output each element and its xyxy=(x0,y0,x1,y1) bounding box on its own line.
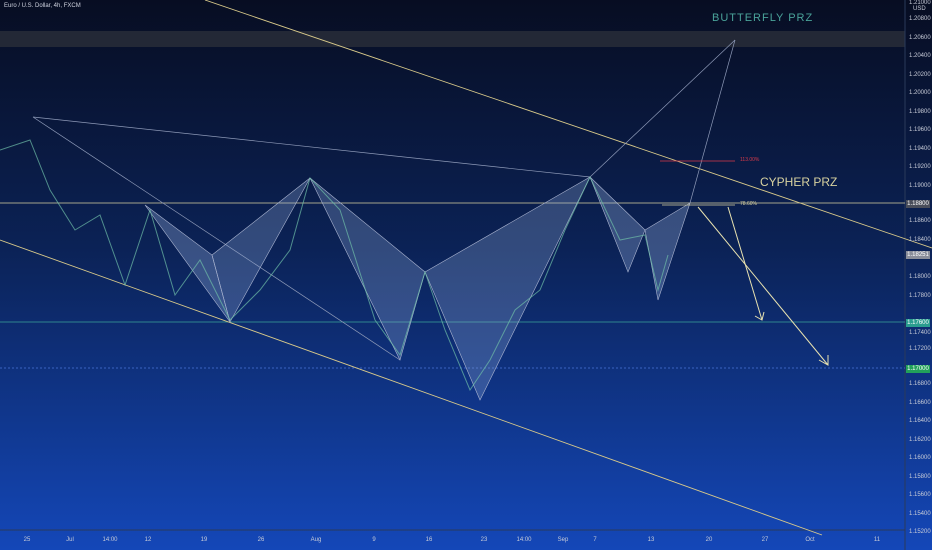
time-label: 26 xyxy=(257,537,265,543)
time-label: 20 xyxy=(705,537,713,543)
pattern xyxy=(211,177,311,323)
time-label: 14:00 xyxy=(102,537,118,543)
time-label: 23 xyxy=(480,537,488,543)
annotation: BUTTERFLY PRZ xyxy=(712,12,814,24)
price-label: 1.19600 xyxy=(909,127,931,133)
price-label: 1.16800 xyxy=(909,381,931,387)
fib-label: 113.00% xyxy=(740,157,760,163)
price-label: 1.15200 xyxy=(909,529,931,535)
price-label: 1.17200 xyxy=(909,346,931,352)
price-label: 1.15600 xyxy=(909,492,931,498)
trend-line xyxy=(0,239,823,536)
arrow-head xyxy=(818,355,829,366)
zone xyxy=(0,31,905,47)
time-label: Aug xyxy=(310,537,322,543)
pattern-line xyxy=(32,116,591,178)
currency: USD xyxy=(913,6,926,12)
price-label: 1.17800 xyxy=(909,293,931,299)
arrow-head xyxy=(754,311,765,321)
price-label: 1.19800 xyxy=(909,109,931,115)
price-label: 1.20800 xyxy=(909,16,931,22)
price-label: 1.15400 xyxy=(909,511,931,517)
arrow xyxy=(727,206,763,321)
price-label: 1.16600 xyxy=(909,400,931,406)
price-label: 1.19200 xyxy=(909,164,931,170)
time-label: Oct xyxy=(805,537,815,543)
price-label: 1.21000 xyxy=(909,0,931,6)
pattern xyxy=(644,202,691,301)
pattern xyxy=(424,176,591,401)
annotation: CYPHER PRZ xyxy=(760,175,838,189)
price-tag: 1.18251 xyxy=(906,251,930,259)
time-label: 14:00 xyxy=(516,537,532,543)
time-label: Sep xyxy=(557,537,569,543)
price-tag: 1.17600 xyxy=(906,319,930,327)
fib-label: 78.60% xyxy=(740,201,757,207)
price-label: 1.19400 xyxy=(909,146,931,152)
price-label: 1.16200 xyxy=(909,437,931,443)
price-label: 1.18400 xyxy=(909,237,931,243)
price-label: 1.17400 xyxy=(909,330,931,336)
price-label: 1.18600 xyxy=(909,218,931,224)
trend-line xyxy=(204,0,932,249)
price-label: 1.20000 xyxy=(909,90,931,96)
price-label: 1.16400 xyxy=(909,418,931,424)
price-tag: 1.17000 xyxy=(906,365,930,373)
time-label: Jul xyxy=(66,537,74,543)
time-label: 13 xyxy=(647,537,655,543)
price-label: 1.19000 xyxy=(909,183,931,189)
price-label: 1.20400 xyxy=(909,53,931,59)
time-label: 9 xyxy=(372,537,376,543)
price-label: 1.20200 xyxy=(909,72,931,78)
pattern xyxy=(589,176,646,273)
arrow xyxy=(697,206,829,366)
pattern-line xyxy=(589,39,736,178)
time-label: 27 xyxy=(761,537,769,543)
time-label: 19 xyxy=(200,537,208,543)
symbol-title: Euro / U.S. Dollar, 4h, FXCM xyxy=(4,3,81,9)
price-path xyxy=(0,139,669,392)
pattern xyxy=(309,177,426,361)
price-label: 1.16000 xyxy=(909,455,931,461)
time-label: 16 xyxy=(425,537,433,543)
pattern-line xyxy=(32,116,401,361)
price-label: 1.15800 xyxy=(909,474,931,480)
price-label: 1.20600 xyxy=(909,35,931,41)
time-label: 25 xyxy=(23,537,31,543)
pattern-line xyxy=(689,39,736,204)
time-label: 12 xyxy=(144,537,152,543)
price-tag: 1.18800 xyxy=(906,200,930,208)
time-label: 11 xyxy=(873,537,881,543)
price-label: 1.18000 xyxy=(909,274,931,280)
time-label: 7 xyxy=(593,537,597,543)
